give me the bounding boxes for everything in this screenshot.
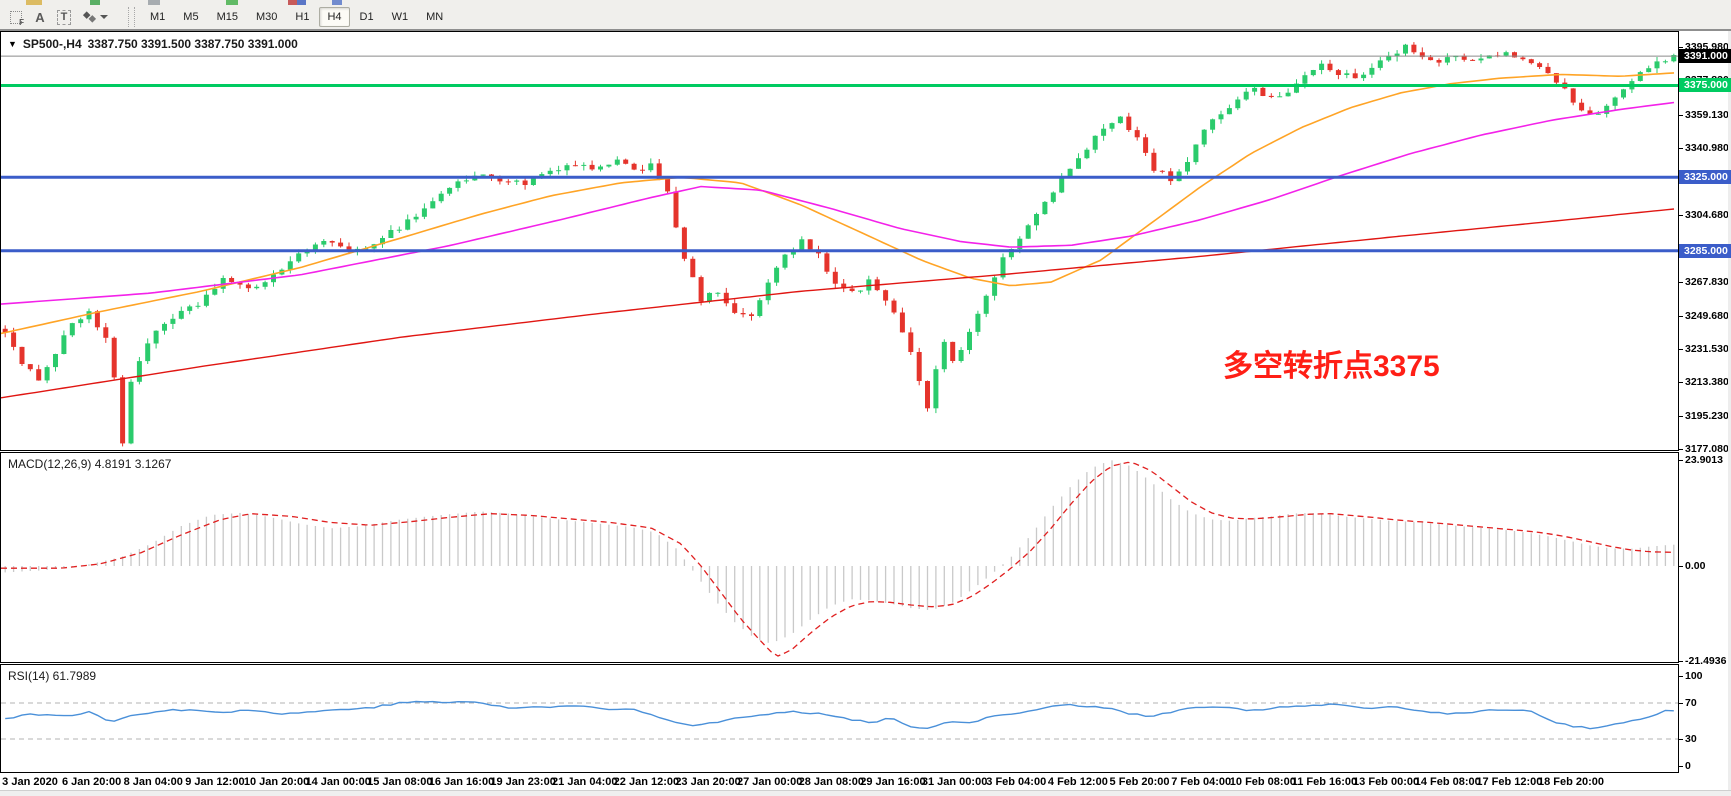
time-tick-label: 9 Jan 12:00: [185, 776, 245, 788]
ohlc-values: 3387.750 3391.500 3387.750 3391.000: [87, 37, 298, 51]
time-axis[interactable]: 3 Jan 2020 6 Jan 20:00 8 Jan 04:00 9 Jan 12…: [0, 773, 1679, 790]
time-tick-label: 23 Jan 20:00: [675, 776, 741, 788]
axis-tick-label: 3231.530: [1679, 343, 1729, 356]
time-tick-label: 8 Jan 04:00: [123, 776, 183, 788]
time-tick-label: 11 Feb 16:00: [1291, 776, 1358, 788]
timeframe-group: M1 M5 M15 M30 H1 H4 D1 W1 MN: [142, 7, 453, 27]
time-tick-label: 10 Feb 08:00: [1229, 776, 1296, 788]
right-window-edge: [1728, 31, 1731, 790]
axis-tick-label: 3267.830: [1679, 276, 1729, 289]
time-tick-label: 10 Jan 20:00: [243, 776, 310, 788]
price-plot[interactable]: [1, 32, 1678, 450]
time-tick-label: 16 Jan 16:00: [428, 776, 495, 788]
timeframe-button-m1[interactable]: M1: [150, 11, 166, 23]
axis-tick-label: -21.4936: [1678, 655, 1727, 668]
timeframe-button-m15[interactable]: M15: [216, 11, 238, 23]
macd-panel[interactable]: MACD(12,26,9) 4.8191 3.1267: [0, 452, 1679, 663]
price-axis[interactable]: 3395.9803377.8303359.1303340.9803322.830…: [1678, 31, 1731, 773]
price-badge: 3285.000: [1679, 243, 1731, 258]
annotation-text: 多空转折点3375: [1223, 350, 1440, 383]
textbox-glyph: T: [56, 9, 72, 25]
window-edge: [0, 790, 1731, 796]
toolbar-separator: [128, 7, 135, 27]
axis-tick-label: 30: [1679, 733, 1697, 745]
time-tick-label: 15 Jan 08:00: [367, 776, 433, 788]
rsi-panel[interactable]: RSI(14) 61.7989: [0, 664, 1679, 773]
timeframe-button-w1[interactable]: W1: [391, 11, 409, 23]
axis-tick-label: 3213.380: [1679, 376, 1729, 389]
time-tick-label: 22 Jan 12:00: [613, 776, 680, 788]
axis-tick-label: 3359.130: [1679, 108, 1729, 121]
text-box-icon[interactable]: T: [52, 6, 76, 28]
time-tick-label: 18 Feb 20:00: [1537, 776, 1605, 788]
price-chart-panel[interactable]: ▼ SP500-,H4 3387.750 3391.500 3387.750 3…: [0, 31, 1679, 451]
axis-tick-label: 3340.980: [1679, 141, 1729, 154]
time-tick-label: 28 Jan 08:00: [798, 776, 865, 788]
timeframe-button-m5[interactable]: M5: [183, 11, 199, 23]
price-badge: 3391.000: [1679, 49, 1731, 64]
rsi-label: RSI(14) 61.7989: [8, 669, 97, 683]
axis-tick-label: 3249.680: [1679, 309, 1729, 322]
rsi-plot[interactable]: [1, 665, 1678, 772]
axis-tick-label: 3195.230: [1679, 409, 1729, 422]
price-badge: 3375.000: [1679, 78, 1731, 93]
grid-glyph: F: [10, 10, 24, 27]
time-tick-label: 3 Feb 04:00: [986, 776, 1047, 788]
time-tick-label: 4 Feb 12:00: [1047, 776, 1108, 788]
clipped-icon-fragment: [226, 0, 238, 5]
clipped-icon-fragment: [148, 0, 160, 5]
time-tick-label: 6 Jan 20:00: [61, 776, 122, 788]
time-tick-label: 27 Jan 00:00: [736, 776, 803, 788]
axis-tick-label: 23.9013: [1679, 453, 1723, 466]
timeframe-button-h1[interactable]: H1: [295, 11, 310, 23]
axis-tick-label: 0: [1679, 760, 1691, 772]
timeframe-button-d1[interactable]: D1: [359, 11, 374, 23]
timeframe-button-h4[interactable]: H4: [319, 7, 350, 27]
time-tick-label: 14 Jan 00:00: [305, 776, 371, 788]
time-tick-label: 5 Feb 20:00: [1109, 776, 1170, 788]
time-tick-label: 21 Jan 04:00: [552, 776, 618, 788]
symbol-period-label: SP500-,H4: [22, 37, 82, 51]
chevron-down-icon: [100, 15, 108, 19]
time-tick-label: 14 Feb 08:00: [1414, 776, 1481, 788]
toolbar-clipped-icons: [0, 0, 1731, 5]
arrow-objects-icon[interactable]: [76, 6, 114, 28]
clipped-icon-fragment: [26, 0, 42, 5]
macd-label: MACD(12,26,9) 4.8191 3.1267: [8, 457, 172, 471]
axis-tick-label: 0.00: [1678, 560, 1706, 572]
clipped-icon-fragment: [332, 0, 342, 5]
crosshair-grid-icon[interactable]: F: [4, 6, 28, 28]
clipped-icon-fragment: [90, 0, 100, 5]
time-tick-label: 3 Jan 2020: [2, 776, 58, 788]
macd-plot[interactable]: [1, 453, 1678, 662]
time-tick-label: 17 Feb 12:00: [1476, 776, 1543, 788]
collapse-triangle-icon[interactable]: ▼: [8, 39, 17, 49]
price-badge: 3325.000: [1679, 170, 1731, 185]
toolbar: F A T M1 M5 M15 M30 H1 H4 D1 W1 MN: [0, 0, 1731, 31]
chart-title: ▼ SP500-,H4 3387.750 3391.500 3387.750 3…: [8, 37, 298, 51]
time-tick-label: 7 Feb 04:00: [1171, 776, 1232, 788]
axis-tick-label: 70: [1679, 697, 1697, 709]
diamonds-glyph: [82, 11, 97, 23]
timeframe-button-mn[interactable]: MN: [426, 11, 444, 23]
time-tick-label: 29 Jan 16:00: [860, 776, 926, 788]
timeframe-button-m30[interactable]: M30: [255, 11, 278, 23]
axis-tick-label: 3304.680: [1679, 208, 1729, 221]
text-label-icon[interactable]: A: [28, 6, 52, 28]
clipped-icon-fragment: [288, 0, 306, 5]
time-tick-label: 13 Feb 00:00: [1353, 776, 1420, 788]
toolbar-row: F A T M1 M5 M15 M30 H1 H4 D1 W1 MN: [4, 5, 453, 29]
axis-tick-label: 100: [1679, 670, 1703, 682]
time-tick-label: 19 Jan 23:00: [490, 776, 556, 788]
time-tick-label: 31 Jan 00:00: [921, 776, 988, 788]
axis-tick-label: 3177.080: [1679, 443, 1729, 456]
